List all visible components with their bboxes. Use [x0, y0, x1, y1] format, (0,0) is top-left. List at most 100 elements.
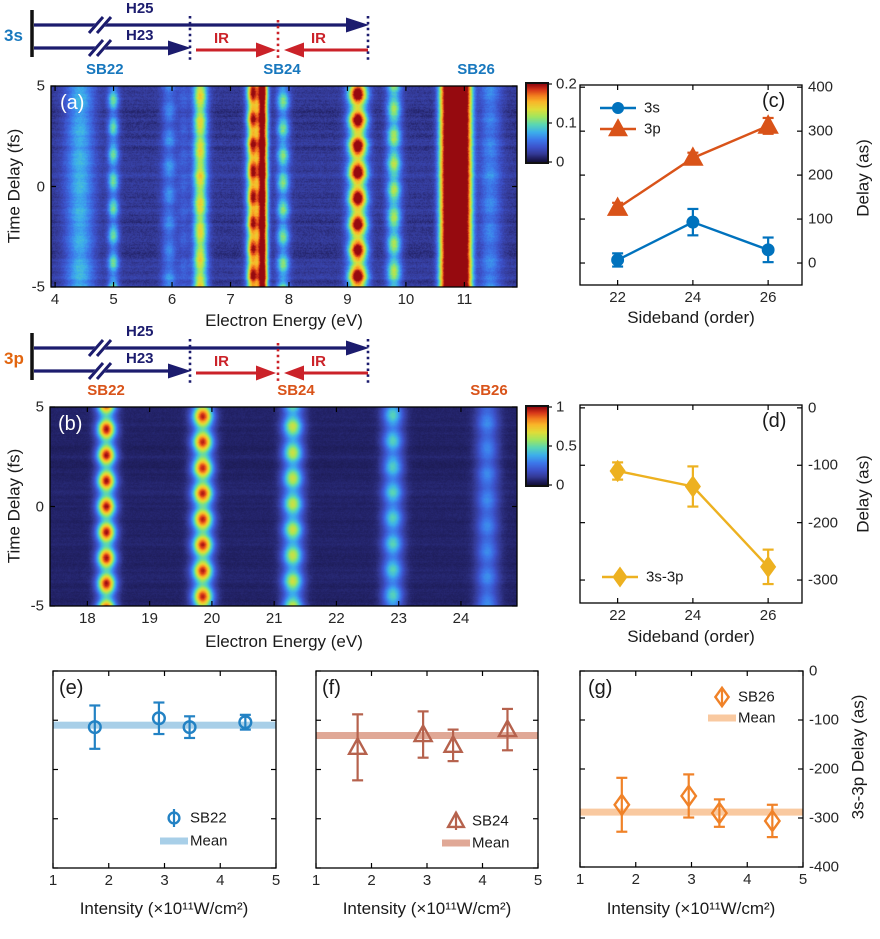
y-tick-label: 300 [808, 122, 834, 140]
y-tick-label: 0 [808, 254, 817, 272]
y-tick-label: -300 [808, 571, 839, 589]
ylabel-panel-a: Time Delay (fs) [4, 128, 24, 244]
ir-arrowhead-left [284, 365, 304, 381]
ylabel-panel-g: 3s-3p Delay (as) [848, 694, 868, 820]
legend-label-mean: Mean [190, 832, 228, 850]
x-tick-label: 21 [265, 610, 283, 627]
x-tick-label: 24 [452, 610, 470, 627]
x-tick-label: 5 [798, 871, 808, 888]
spectrogram-3p-canvas [50, 407, 517, 606]
y-tick-label: -200 [808, 514, 839, 532]
sideband-label-sb22: SB22 [86, 61, 124, 78]
break-slash [87, 362, 105, 380]
panel-letter-e: (e) [59, 677, 84, 699]
colorbar-tick-label: 0 [556, 476, 565, 494]
x-tick-label: 22 [609, 607, 626, 624]
colorbar-3s [527, 84, 547, 162]
h23-arrowhead [168, 363, 191, 379]
ylabel-panel-d: Delay (as) [853, 455, 873, 533]
xlabel-panel-d: Sideband (order) [627, 627, 755, 646]
x-tick-label: 4 [743, 871, 752, 888]
x-tick-label: 22 [328, 610, 345, 627]
y-tick-label: -200 [809, 760, 840, 778]
x-tick-label: 26 [759, 607, 777, 624]
x-tick-label: 2 [104, 872, 113, 889]
diagram-3p: 3p H25 H23 IR IR [0, 323, 560, 403]
panel-letter-d: (d) [762, 410, 787, 432]
y-tick-label: 200 [808, 166, 834, 184]
x-tick-label: 1 [311, 872, 321, 889]
spectrogram-3s-canvas [51, 86, 517, 287]
colorbar-tick-label: 1 [556, 398, 565, 416]
xlabel-panel-e: Intensity (×10¹¹W/cm²) [79, 899, 249, 918]
y-tick-label: -5 [30, 597, 44, 615]
y-tick-label: 400 [808, 78, 834, 96]
x-tick-label: 20 [203, 610, 221, 627]
x-tick-label: 5 [109, 291, 118, 308]
y-tick-label: 5 [36, 77, 45, 95]
ir-label-right: IR [311, 30, 326, 47]
x-tick-label: 4 [216, 872, 225, 889]
harmonic-label-h23: H23 [126, 350, 154, 367]
x-tick-label: 10 [397, 291, 415, 308]
ir-arrowhead-left [284, 42, 304, 58]
y-tick-label: -300 [809, 809, 840, 827]
legend-label-mean: Mean [738, 709, 776, 727]
ir-label-left: IR [214, 353, 229, 370]
y-tick-label: -400 [809, 858, 840, 876]
y-tick-label: 0 [36, 178, 45, 195]
x-tick-label: 5 [271, 872, 281, 889]
harmonic-label-h23: H23 [126, 27, 154, 44]
state-label-3p: 3p [4, 349, 24, 368]
legend-label-3s: 3s [644, 99, 660, 117]
h25-arrowhead [346, 340, 369, 356]
harmonic-label-h25: H25 [126, 0, 154, 17]
x-tick-label: 5 [533, 872, 543, 889]
diagram-3p-arrows [30, 333, 370, 383]
xlabel-panel-b: Electron Energy (eV) [205, 632, 363, 651]
x-tick-label: 2 [631, 871, 640, 888]
ylabel-panel-b: Time Delay (fs) [4, 448, 24, 564]
break-slash [87, 16, 105, 34]
sideband-label-sb22: SB22 [87, 382, 125, 399]
x-tick-label: 26 [759, 289, 777, 306]
legend-label-sb22: SB22 [190, 809, 227, 827]
x-tick-label: 3 [687, 871, 696, 888]
xlabel-panel-g: Intensity (×10¹¹W/cm²) [606, 899, 776, 918]
panel-letter-g: (g) [588, 677, 613, 699]
harmonic-label-h25: H25 [126, 323, 154, 340]
x-tick-label: 19 [141, 610, 158, 627]
y-tick-label: -100 [808, 456, 839, 474]
x-tick-label: 18 [79, 610, 96, 627]
break-slash [87, 39, 105, 57]
x-tick-label: 3 [160, 872, 169, 889]
x-tick-label: 24 [684, 289, 702, 306]
legend-label-sb24: SB24 [472, 812, 509, 830]
h25-arrowhead [346, 17, 369, 33]
colorbar-3p [527, 407, 547, 485]
h23-arrowhead [168, 40, 191, 56]
y-tick-label: -100 [809, 711, 840, 729]
xlabel-panel-a: Electron Energy (eV) [205, 311, 363, 330]
x-tick-label: 4 [50, 291, 60, 308]
panel-letter-a: (a) [60, 92, 85, 114]
x-tick-label: 3 [422, 872, 432, 889]
y-tick-label: 0 [809, 662, 818, 680]
x-tick-label: 4 [478, 872, 487, 889]
x-tick-label: 6 [167, 291, 177, 308]
sideband-label-sb26: SB26 [457, 61, 495, 78]
y-tick-label: 5 [35, 398, 44, 416]
xlabel-panel-c: Sideband (order) [627, 308, 755, 327]
colorbar-tick-label: 0.2 [556, 75, 577, 93]
sideband-label-sb24: SB24 [277, 382, 315, 399]
x-tick-label: 1 [575, 871, 585, 888]
colorbar-tick-label: 0.1 [556, 114, 577, 132]
legend-label-3s-3p: 3s-3p [646, 568, 684, 586]
colorbar-tick-label: 0 [556, 153, 565, 171]
legend-label-sb26: SB26 [738, 688, 775, 706]
ir-label-right: IR [311, 353, 326, 370]
x-tick-label: 8 [284, 291, 294, 308]
panel-letter-f: (f) [322, 677, 341, 699]
diagram-3s-arrows [30, 10, 370, 60]
